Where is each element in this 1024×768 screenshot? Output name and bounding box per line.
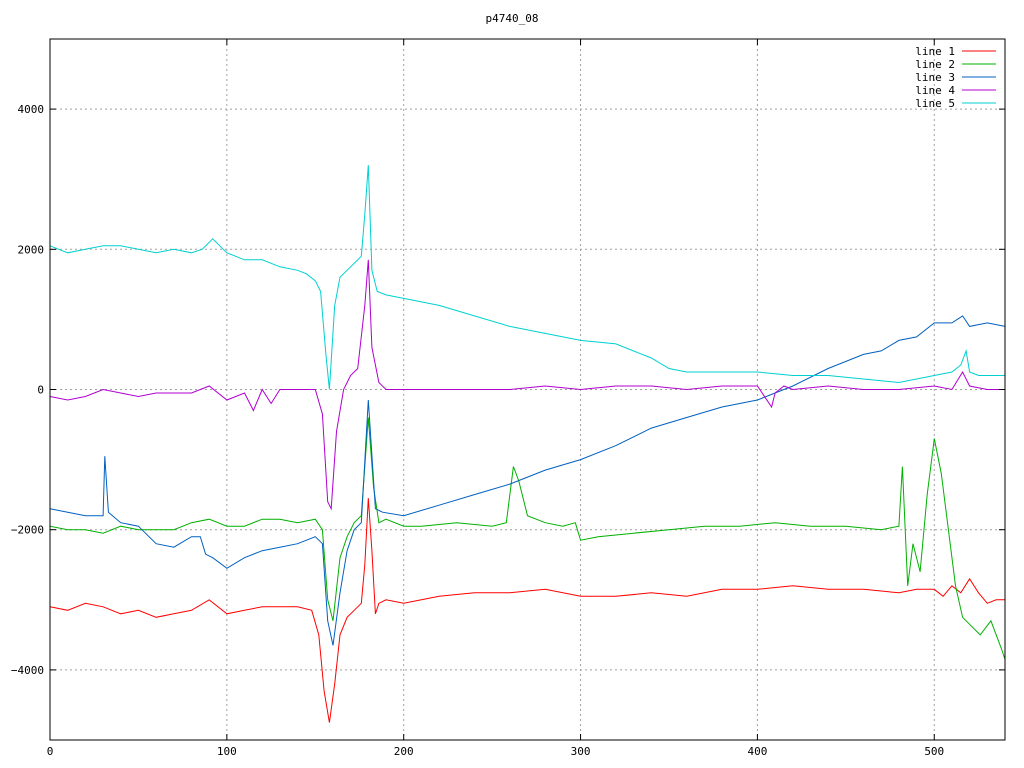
series-layer (49, 165, 1006, 723)
y-tick-label: 2000 (18, 243, 45, 256)
y-tick-label: −4000 (11, 664, 44, 677)
tick-layer: 0 100 200 300 400 500 −4000 −2000 0 2000 4000 (11, 39, 1005, 758)
y-tick-label: 0 (37, 384, 44, 397)
y-tick-label: 4000 (18, 103, 45, 116)
x-tick-label: 200 (394, 745, 414, 758)
x-tick-label: 400 (747, 745, 767, 758)
series-line-5 (49, 165, 1005, 390)
x-tick-label: 0 (47, 745, 54, 758)
x-tick-label: 300 (571, 745, 591, 758)
chart-title: p4740_08 (486, 12, 539, 25)
series-line-4 (49, 259, 1005, 511)
x-tick-label: 500 (924, 745, 944, 758)
series-line-2 (49, 417, 1006, 660)
y-tick-label: −2000 (11, 524, 44, 537)
series-line-3 (49, 315, 1006, 646)
legend-label-1: line 1 (915, 45, 955, 58)
legend-label-4: line 4 (915, 84, 955, 97)
series-line-1 (49, 498, 1005, 723)
legend-label-2: line 2 (915, 58, 955, 71)
legend-label-5: line 5 (915, 97, 955, 110)
legend-label-3: line 3 (915, 71, 955, 84)
x-tick-label: 100 (217, 745, 237, 758)
